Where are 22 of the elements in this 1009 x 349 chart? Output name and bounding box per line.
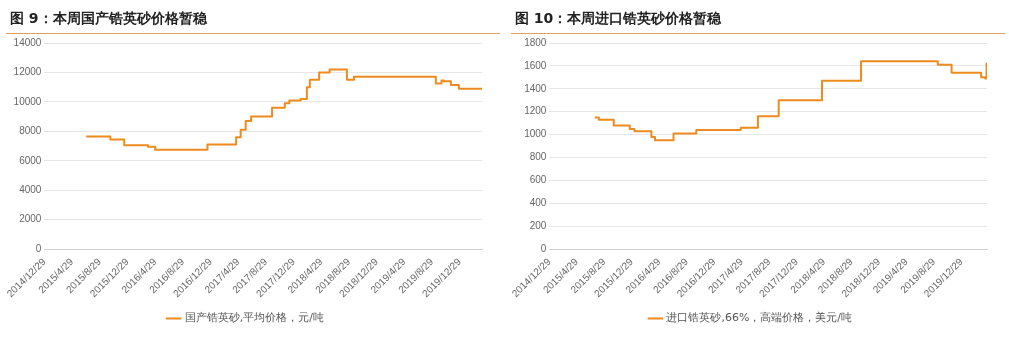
y-tick-label: 600 (529, 174, 547, 186)
y-tick-label: 1000 (524, 128, 547, 140)
y-tick-label: 8000 (19, 125, 42, 137)
y-tick-label: 1200 (524, 105, 547, 117)
y-tick-label: 12000 (13, 66, 42, 78)
y-tick-label: 4000 (19, 183, 42, 195)
y-tick-label: 800 (529, 151, 547, 163)
legend-label: 进口锆英砂,66%，高端价格，美元/吨 (666, 311, 853, 325)
y-tick-label: 0 (540, 242, 547, 254)
y-tick-label: 0 (35, 242, 42, 254)
legend-label: 国产锆英砂,平均价格，元/吨 (184, 311, 324, 325)
y-tick-label: 2000 (19, 213, 42, 225)
y-tick-label: 10000 (13, 95, 42, 107)
chart-title: 图 9：本周国产锆英砂价格暂稳 (6, 0, 500, 34)
y-tick-label: 1400 (524, 82, 547, 94)
y-tick-label: 14000 (13, 36, 42, 48)
y-tick-label: 200 (529, 219, 547, 231)
chart-title: 图 10：本周进口锆英砂价格暂稳 (511, 0, 1005, 34)
y-tick-label: 400 (529, 197, 547, 209)
y-tick-label: 6000 (19, 154, 42, 166)
y-tick-label: 1600 (524, 59, 547, 71)
y-tick-label: 1800 (524, 36, 547, 48)
